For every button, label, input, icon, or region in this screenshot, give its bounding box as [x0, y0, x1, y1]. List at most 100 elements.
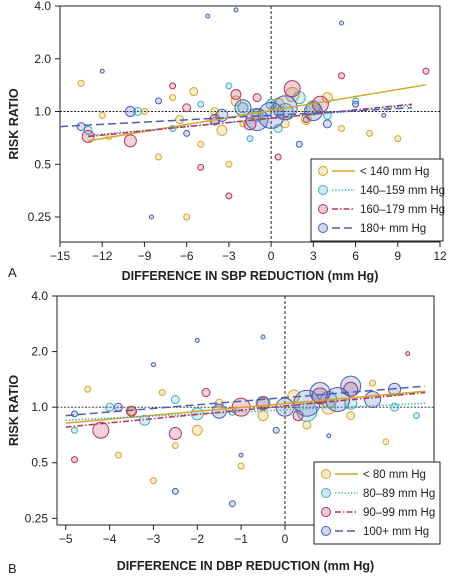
- data-point: [211, 403, 227, 419]
- data-point: [326, 433, 332, 439]
- y-tick-label: 2.0: [31, 345, 48, 359]
- data-point: [252, 93, 262, 103]
- legend-item-180plus-mm-hg: 180+ mm Hg: [318, 223, 426, 235]
- legend-label: 140–159 mm Hg: [360, 185, 445, 197]
- data-point: [284, 87, 300, 103]
- y-tick-label: 0.25: [28, 210, 52, 224]
- data-point: [422, 67, 430, 75]
- data-point: [303, 102, 323, 122]
- data-point: [76, 122, 86, 132]
- data-point: [140, 108, 148, 116]
- legend-label: 80–89 mm Hg: [363, 488, 435, 500]
- data-point: [150, 362, 156, 368]
- legend-label: 90–99 mm Hg: [363, 507, 435, 519]
- y-tick-label: 4.0: [34, 0, 51, 13]
- data-point: [243, 117, 257, 131]
- data-point: [155, 153, 163, 161]
- data-point: [382, 438, 390, 446]
- data-point: [171, 487, 179, 495]
- data-point: [149, 477, 157, 485]
- trend-line-100plus-mm-hg: [65, 385, 426, 417]
- data-point: [237, 102, 249, 114]
- legend-item-100plus-mm-hg: 100+ mm Hg: [321, 526, 429, 538]
- data-point: [225, 160, 233, 168]
- x-tick-label: 0: [282, 532, 289, 546]
- trend-line-90-99-mm-hg: [65, 391, 426, 428]
- legend-marker: [321, 526, 331, 536]
- legend-a: < 140 mm Hg 140–159 mm Hg 160–179 mm Hg 180…: [310, 158, 445, 242]
- x-axis-title: DIFFERENCE IN SBP REDUCTION (mm Hg): [122, 269, 379, 283]
- data-point: [246, 135, 254, 143]
- legend-marker: [318, 185, 328, 195]
- data-point: [283, 80, 301, 98]
- data-point: [295, 140, 303, 148]
- data-point: [272, 426, 280, 434]
- data-point: [171, 441, 179, 449]
- legend-label: 100+ mm Hg: [363, 526, 429, 538]
- data-point: [123, 134, 137, 148]
- data-point: [197, 100, 205, 108]
- data-point: [322, 119, 332, 129]
- x-axis-title: DIFFERENCE IN DBP REDUCTION (mm Hg): [117, 559, 374, 573]
- data-point: [105, 402, 115, 412]
- panel-label: B: [8, 561, 17, 576]
- series-lt-80-mm-hg: [84, 379, 390, 485]
- data-point: [225, 192, 233, 200]
- data-point: [197, 140, 205, 148]
- data-point: [71, 426, 79, 434]
- plot-area-a: [59, 5, 441, 243]
- data-point: [92, 421, 110, 439]
- data-point: [210, 107, 220, 117]
- data-point: [233, 7, 239, 13]
- x-tick-label: −15: [50, 249, 71, 263]
- legend-item-90-99-mm-hg: 90–99 mm Hg: [321, 507, 435, 519]
- data-point: [170, 395, 180, 405]
- data-point: [114, 451, 122, 459]
- data-point: [337, 72, 345, 80]
- legend-label: < 140 mm Hg: [360, 166, 429, 178]
- x-tick-label: −6: [180, 249, 194, 263]
- data-point: [183, 213, 191, 221]
- data-point: [98, 111, 106, 119]
- y-tick-label: 0.25: [25, 511, 49, 525]
- trend-line-lt-80-mm-hg: [65, 390, 426, 424]
- legend-label: < 80 mm Hg: [363, 469, 426, 481]
- x-tick-label: 12: [433, 249, 447, 263]
- data-point: [148, 214, 154, 220]
- data-point: [228, 500, 236, 508]
- data-point: [155, 97, 163, 105]
- y-tick-label: 0.5: [31, 456, 48, 470]
- data-point: [169, 82, 177, 90]
- data-point: [99, 68, 105, 74]
- data-point: [168, 426, 182, 440]
- legend-item-lt-140-mm-hg: < 140 mm Hg: [318, 166, 429, 178]
- data-point: [84, 385, 92, 393]
- data-point: [113, 402, 123, 412]
- legend-marker: [318, 166, 328, 176]
- data-point: [126, 405, 138, 417]
- x-tick-label: −2: [190, 532, 204, 546]
- y-tick-label: 2.0: [34, 52, 51, 66]
- data-point: [183, 129, 191, 137]
- data-point: [405, 351, 411, 357]
- x-tick-label: 6: [352, 249, 359, 263]
- chart-panel-b: −5−4−3−2−101230.250.51.02.04.0DIFFERENCE…: [7, 289, 441, 576]
- data-point: [77, 79, 85, 87]
- x-tick-label: 0: [268, 249, 275, 263]
- data-point: [390, 402, 400, 412]
- legend-marker: [321, 469, 331, 479]
- data-point: [257, 410, 269, 422]
- x-tick-label: −9: [138, 249, 152, 263]
- data-point: [225, 82, 233, 90]
- y-axis-title: RISK RATIO: [7, 88, 21, 160]
- data-point: [260, 334, 266, 340]
- legend-label: 180+ mm Hg: [360, 223, 426, 235]
- data-point: [394, 135, 402, 143]
- data-point: [302, 420, 312, 430]
- data-point: [71, 456, 79, 464]
- data-point: [366, 129, 374, 137]
- legend-marker: [321, 507, 331, 517]
- x-tick-label: −3: [222, 249, 236, 263]
- data-point: [337, 124, 345, 132]
